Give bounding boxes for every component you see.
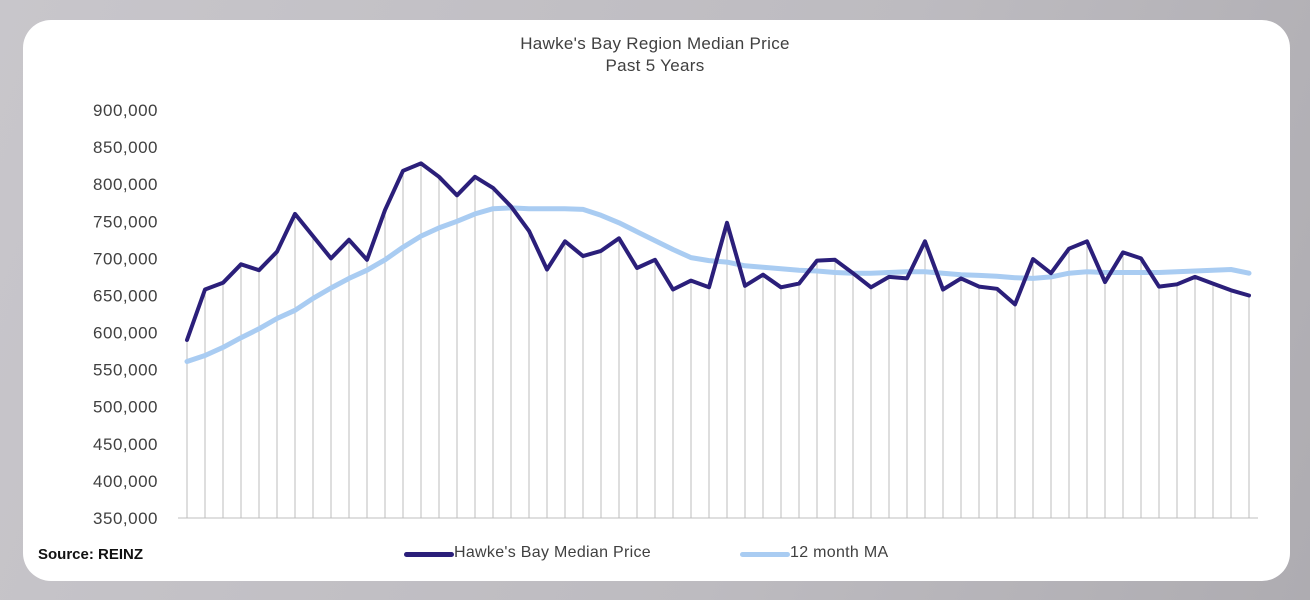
y-tick-label: 550,000 [93,361,158,380]
y-tick-label: 850,000 [93,138,158,157]
chart-subtitle: Past 5 Years [605,56,705,75]
y-tick-label: 750,000 [93,212,158,231]
y-tick-label: 650,000 [93,286,158,305]
legend-label-ma: 12 month MA [790,544,889,561]
chart-title: Hawke's Bay Region Median Price [520,34,790,53]
series-line-ma [184,205,1252,364]
chart-card [23,20,1290,581]
y-tick-label: 500,000 [93,398,158,417]
legend-swatch-ma [740,552,790,557]
y-tick-label: 900,000 [93,101,158,120]
y-tick-label: 350,000 [93,509,158,528]
y-tick-label: 450,000 [93,435,158,454]
y-tick-label: 800,000 [93,175,158,194]
series-line-median [185,161,1251,342]
source-note: Source: REINZ [38,546,144,563]
y-tick-label: 700,000 [93,249,158,268]
y-tick-label: 400,000 [93,472,158,491]
legend-swatch-median [404,552,454,557]
legend-label-median: Hawke's Bay Median Price [454,544,651,561]
y-tick-label: 600,000 [93,324,158,343]
